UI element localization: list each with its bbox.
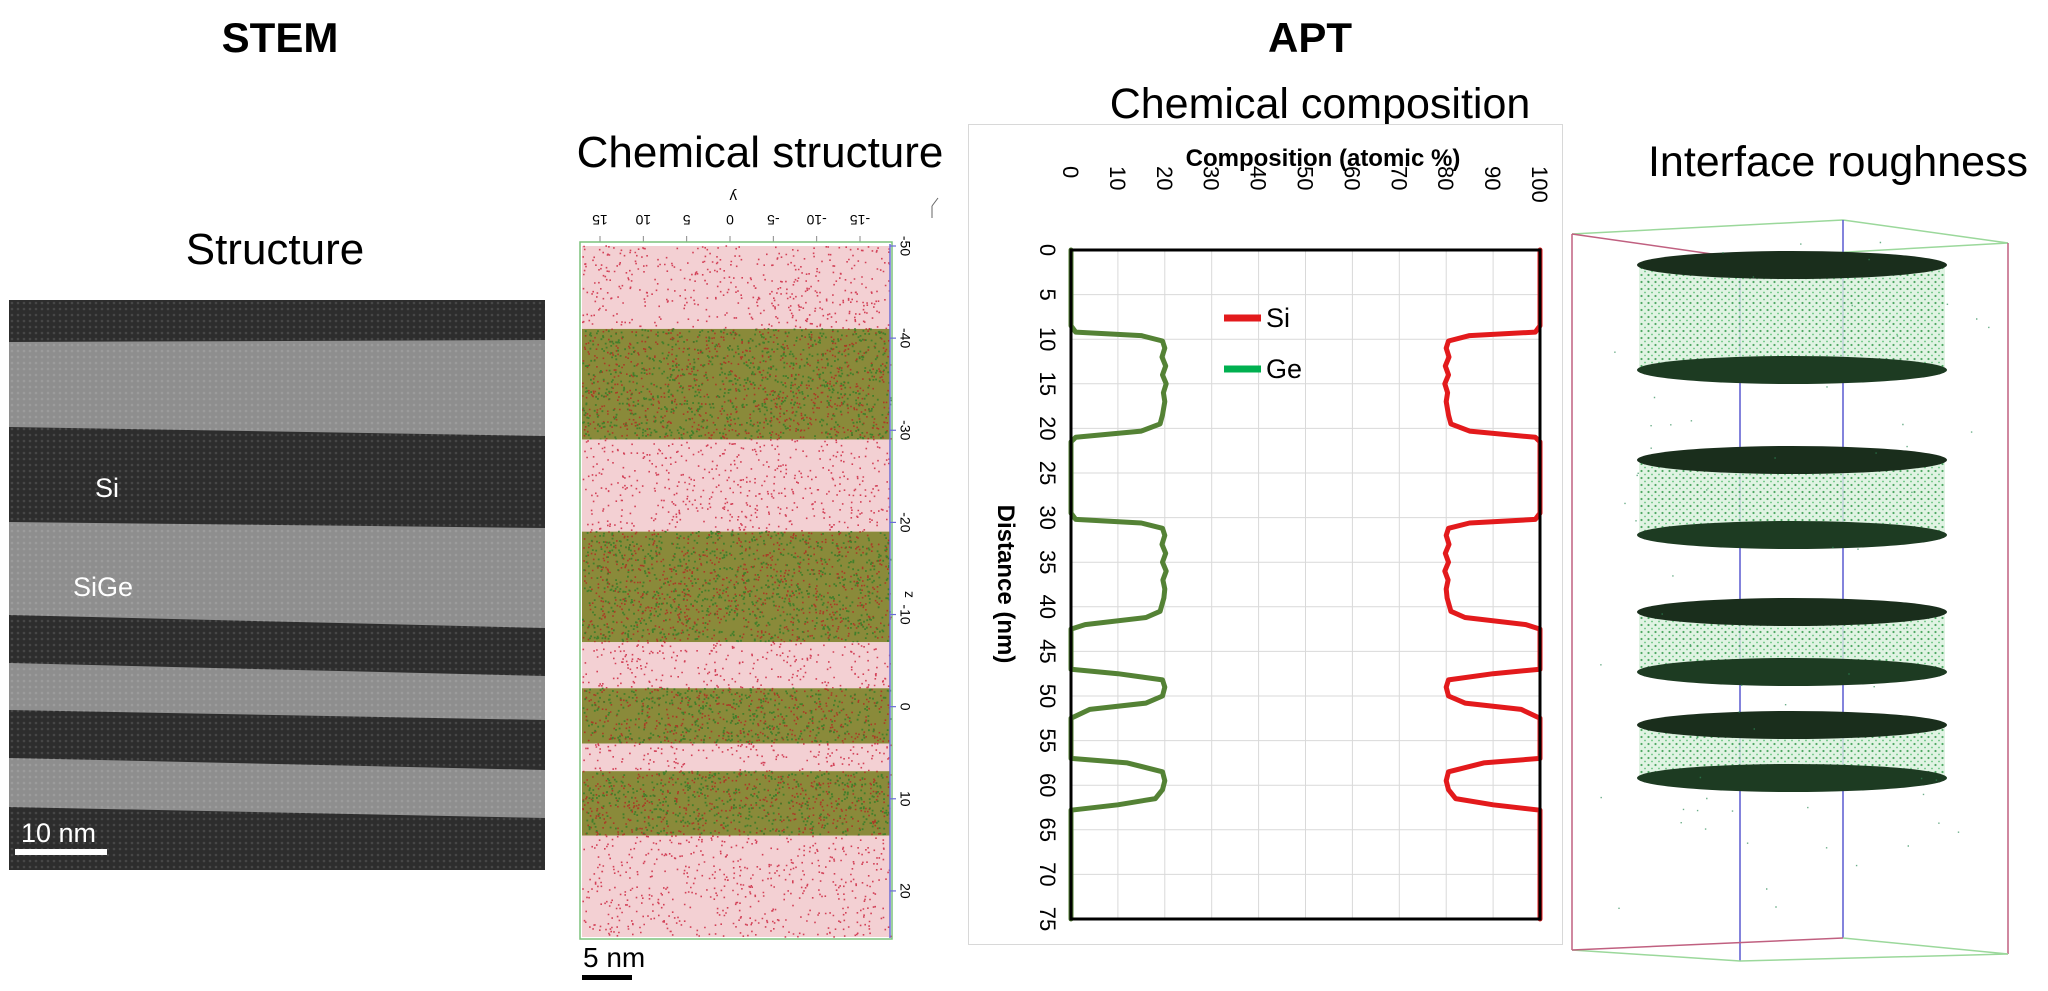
composition-chart: Composition (atomic %) Distance (nm) 0 10… — [968, 124, 1563, 945]
z-axis-tick-label: -50 — [897, 236, 913, 256]
chart-y-tick-label: 0 — [1035, 244, 1060, 256]
chart-y-tick-label: 35 — [1035, 550, 1060, 574]
legend-ge-label: Ge — [1266, 354, 1302, 384]
si-layer-label: Si — [95, 473, 119, 503]
interface-isosurface-view — [1571, 219, 2009, 962]
atom-map-sige-layer — [582, 687, 892, 745]
chart-x-tick-label: 0 — [1058, 166, 1083, 178]
chart-y-tick-label: 55 — [1035, 728, 1060, 752]
isosurface-top — [1637, 598, 1947, 626]
z-axis-tick-label: -40 — [897, 328, 913, 348]
isosurface-bottom — [1637, 521, 1947, 549]
y-axis-tick-label: 5 — [683, 212, 691, 228]
chart-x-tick-label: 70 — [1386, 166, 1411, 190]
stem-structure-title: Structure — [185, 225, 365, 274]
atom-map-scale-bar-label: 5 nm — [583, 942, 646, 973]
z-axis-label: z — [902, 591, 918, 598]
chart-title: Chemical composition — [1109, 80, 1531, 128]
y-axis-tick-label: -15 — [850, 212, 870, 228]
interface-roughness-title: Interface roughness — [1647, 138, 2029, 186]
chart-y-tick-label: 75 — [1035, 907, 1060, 931]
chart-y-tick-label: 45 — [1035, 639, 1060, 663]
z-axis-tick-label: 0 — [897, 703, 913, 711]
chemical-structure-title: Chemical structure — [576, 128, 944, 177]
chart-x-tick-label: 40 — [1246, 166, 1271, 190]
y-axis-tick-label: 0 — [726, 212, 734, 228]
chart-y-tick-label: 20 — [1035, 416, 1060, 440]
atom-map-sige-layer — [582, 770, 892, 837]
chart-x-tick-label: 90 — [1480, 166, 1505, 190]
y-axis-tick-label: -5 — [767, 212, 780, 228]
z-axis-tick-label: -30 — [897, 420, 913, 440]
isosurface-top — [1637, 446, 1947, 474]
chart-y-tick-label: 60 — [1035, 773, 1060, 797]
atom-map-si-layer — [582, 834, 892, 938]
z-axis-tick-label: -10 — [897, 604, 913, 624]
sige-layer-label: SiGe — [73, 572, 133, 602]
chart-x-tick-label: 60 — [1339, 166, 1364, 190]
atom-map-axis-z: z -50 -40 -30 -20 -10 0 10 20 — [889, 236, 918, 938]
isosurface-layer — [1637, 598, 1947, 686]
isosurface-bottom — [1637, 658, 1947, 686]
atom-map-axis-y: y 15 10 5 0 -5 -10 -15 — [592, 188, 939, 242]
isosurface-top — [1637, 711, 1947, 739]
isosurface-layer — [1637, 251, 1947, 384]
z-axis-tick-label: 20 — [897, 883, 913, 899]
chart-x-tick-label: 20 — [1152, 166, 1177, 190]
isosurface-top — [1637, 251, 1947, 279]
stem-header: STEM — [221, 14, 339, 61]
atom-map-scale-bar — [582, 975, 632, 980]
isosurface-bottom — [1637, 356, 1947, 384]
chart-y-axis-label: Distance (nm) — [992, 505, 1019, 664]
isosurface-layer — [1637, 711, 1947, 792]
isosurface-bottom — [1637, 764, 1947, 792]
chart-y-tick-label: 40 — [1035, 595, 1060, 619]
atom-map-si-layer — [582, 438, 891, 533]
chart-y-tick-label: 50 — [1035, 684, 1060, 708]
chart-plot-frame — [1069, 248, 1542, 921]
chart-y-tick-label: 10 — [1035, 327, 1060, 351]
chart-x-tick-label: 10 — [1105, 166, 1130, 190]
chart-x-tick-label: 100 — [1527, 166, 1552, 203]
chart-y-tick-label: 5 — [1035, 288, 1060, 300]
chart-x-tick-label: 50 — [1293, 166, 1318, 190]
chart-x-tick-label: 80 — [1433, 166, 1458, 190]
chart-y-tick-label: 15 — [1035, 372, 1060, 396]
y-axis-tick-label: 10 — [635, 212, 651, 228]
z-axis-tick-label: 10 — [897, 791, 913, 807]
y-axis-label: y — [729, 188, 737, 205]
atom-map-si-layer — [582, 641, 891, 689]
apt-header: APT — [1268, 14, 1352, 61]
atom-map-sige-layer — [582, 530, 892, 643]
y-axis-tick-label: 15 — [592, 212, 608, 228]
chart-x-axis-label: Composition (atomic %) — [1186, 145, 1461, 172]
atom-map-panel: y 15 10 5 0 -5 -10 -15 z -50 -40 -30 -20 -10 0 10 20 — [579, 188, 939, 980]
chart-y-tick-label: 30 — [1035, 505, 1060, 529]
atom-map-sige-layer — [582, 328, 892, 441]
chart-y-tick-label: 25 — [1035, 461, 1060, 485]
stem-image: Si SiGe 10 nm — [9, 300, 545, 870]
legend-si-label: Si — [1266, 303, 1290, 333]
atom-map-si-layer — [582, 742, 892, 772]
y-axis-tick-label: -10 — [806, 212, 826, 228]
chart-legend: Si Ge — [1224, 303, 1302, 384]
isosurface-layer — [1637, 446, 1947, 549]
atom-map-si-layer — [582, 245, 891, 330]
z-axis-tick-label: -20 — [897, 512, 913, 532]
stem-scale-bar-label: 10 nm — [21, 818, 96, 848]
stem-scale-bar — [15, 849, 107, 855]
chart-y-tick-label: 65 — [1035, 818, 1060, 842]
chart-y-tick-label: 70 — [1035, 862, 1060, 886]
chart-x-tick-label: 30 — [1199, 166, 1224, 190]
